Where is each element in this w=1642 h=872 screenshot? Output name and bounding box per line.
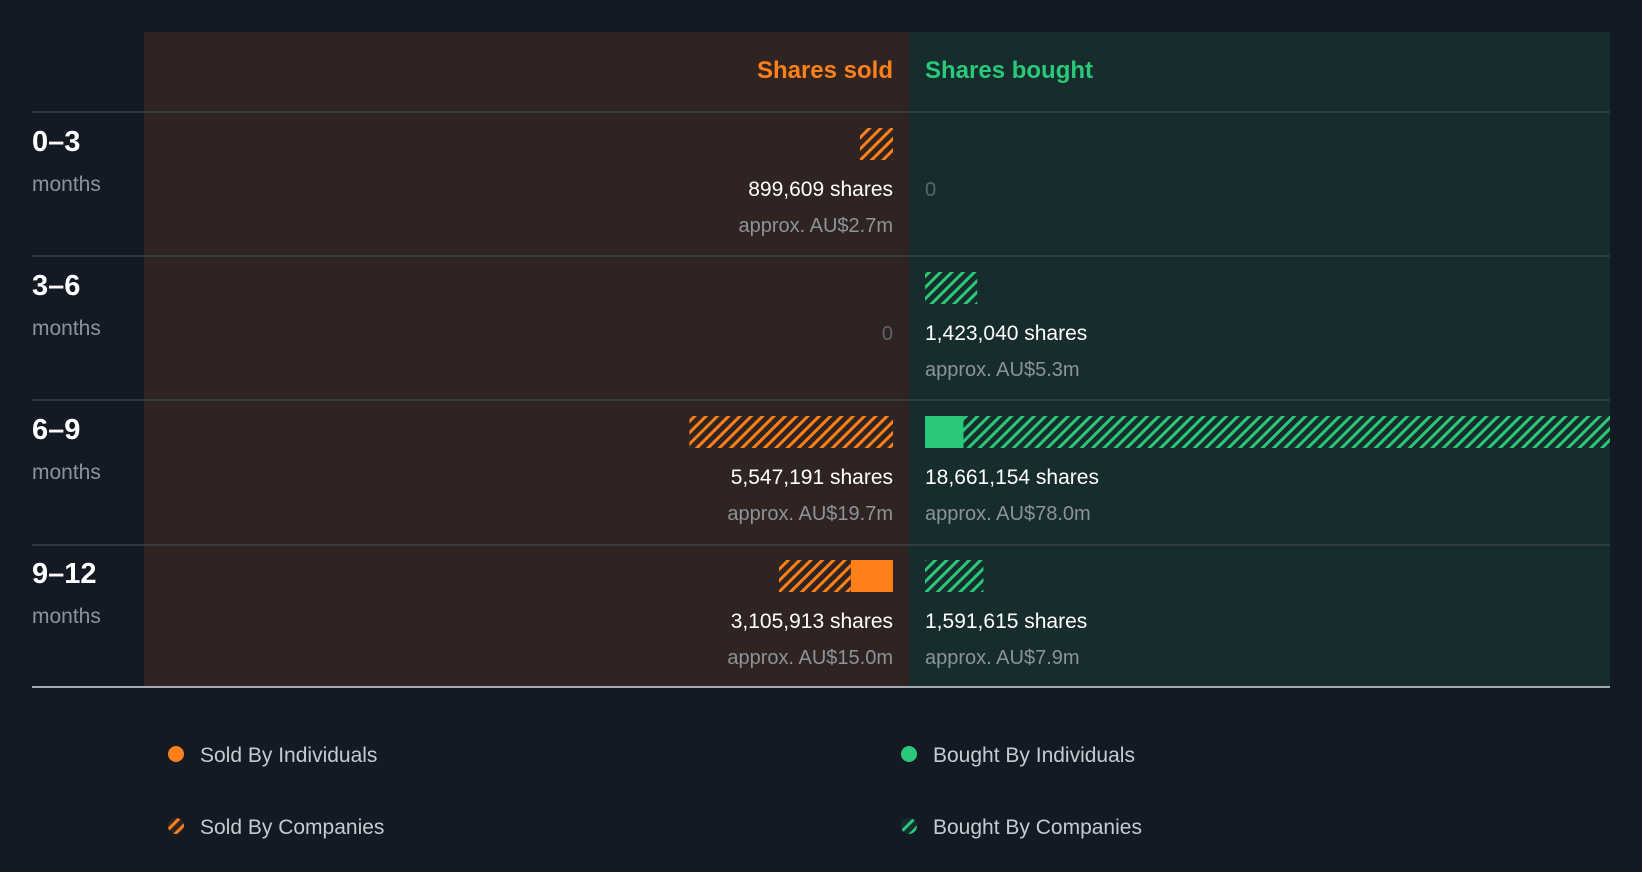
period-row: 6–9 months 5,547,191 shares approx. AU$1… (32, 414, 1099, 525)
legend-label: Bought By Individuals (933, 744, 1135, 767)
legend-item-sold-individuals: Sold By Individuals (168, 744, 377, 767)
sold-zero-label: 0 (882, 323, 893, 345)
legend-hatched-swatch (168, 818, 184, 834)
sold-shares-label: 5,547,191 shares (731, 466, 893, 489)
legend-label: Sold By Individuals (200, 744, 377, 767)
bought-companies-bar (925, 272, 978, 304)
sold-companies-bar (778, 560, 851, 592)
legend-label: Sold By Companies (200, 816, 384, 839)
header-shares-sold: Shares sold (757, 57, 893, 84)
sold-value-label: approx. AU$2.7m (738, 215, 893, 237)
bought-shares-label: 1,591,615 shares (925, 610, 1087, 633)
period-unit: months (32, 605, 101, 628)
sold-companies-bar (689, 416, 893, 448)
header-shares-bought: Shares bought (925, 57, 1093, 84)
period-label: 0–3 (32, 126, 80, 158)
period-unit: months (32, 461, 101, 484)
period-unit: months (32, 317, 101, 340)
sold-shares-label: 899,609 shares (748, 178, 893, 201)
bars-layer (689, 128, 1610, 592)
legend-label: Bought By Companies (933, 816, 1142, 839)
sold-individuals-bar (850, 560, 893, 592)
period-unit: months (32, 173, 101, 196)
bought-companies-bar (925, 560, 984, 592)
legend-hatched-swatch (901, 818, 917, 834)
legend-solid-swatch (168, 746, 184, 762)
sold-shares-label: 3,105,913 shares (731, 610, 893, 633)
bought-value-label: approx. AU$5.3m (925, 359, 1080, 381)
bought-value-label: approx. AU$7.9m (925, 647, 1080, 669)
legend-solid-swatch (901, 746, 917, 762)
period-label: 3–6 (32, 270, 80, 302)
legend-item-bought-companies: Bought By Companies (901, 816, 1142, 839)
period-row: 0–3 months 899,609 shares approx. AU$2.7… (32, 126, 936, 237)
bought-panel-background (909, 32, 1610, 687)
bought-shares-label: 1,423,040 shares (925, 322, 1087, 345)
period-label: 9–12 (32, 558, 97, 590)
sold-value-label: approx. AU$19.7m (727, 503, 893, 525)
legend-item-sold-companies: Sold By Companies (168, 816, 384, 839)
period-row: 3–6 months 0 1,423,040 shares approx. AU… (32, 270, 1087, 381)
period-row: 9–12 months 3,105,913 shares approx. AU$… (32, 558, 1087, 669)
bought-individuals-bar (925, 416, 964, 448)
bought-shares-label: 18,661,154 shares (925, 466, 1099, 489)
legend: Sold By Individuals Sold By Companies Bo… (168, 744, 1142, 839)
bought-zero-label: 0 (925, 179, 936, 201)
bought-companies-bar (963, 416, 1610, 448)
sold-companies-bar (859, 128, 893, 160)
legend-item-bought-individuals: Bought By Individuals (901, 744, 1135, 767)
sold-value-label: approx. AU$15.0m (727, 647, 893, 669)
bought-value-label: approx. AU$78.0m (925, 503, 1091, 525)
period-label: 6–9 (32, 414, 80, 446)
